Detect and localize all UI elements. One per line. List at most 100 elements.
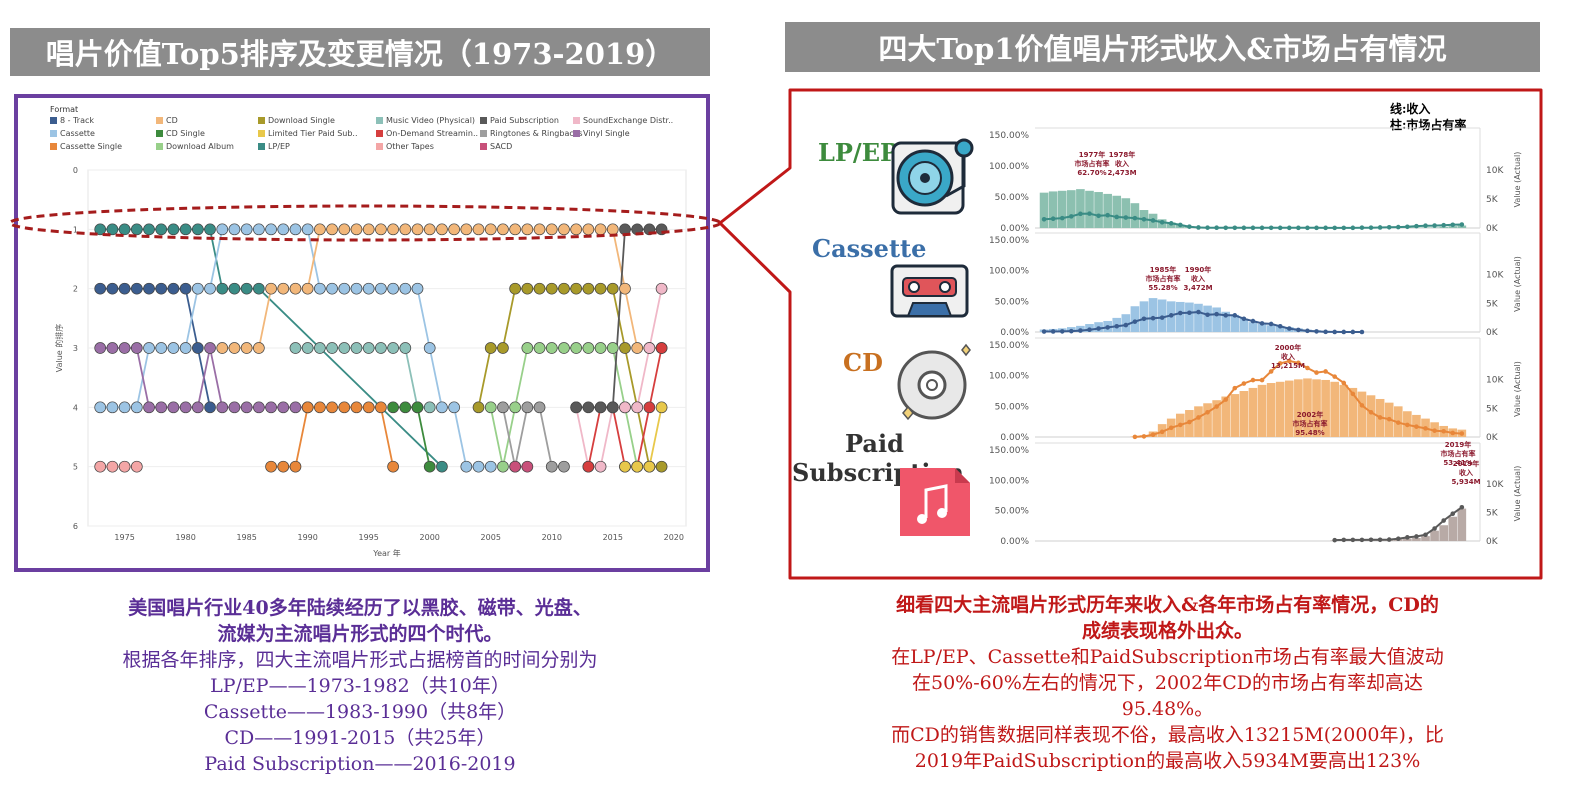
- data-point: [606, 401, 619, 414]
- legend-swatch: [50, 143, 57, 150]
- data-point: [118, 460, 131, 473]
- data-point: [387, 282, 399, 295]
- revenue-point: [1296, 327, 1301, 333]
- share-bar: [1339, 384, 1349, 437]
- data-point: [167, 401, 180, 414]
- data-point: [314, 223, 326, 236]
- right-title: 四大Top1价值唱片形式收入&市场占有情况: [785, 22, 1540, 72]
- data-point: [509, 282, 521, 295]
- data-point: [521, 342, 534, 354]
- share-bar: [1439, 525, 1448, 541]
- data-point: [179, 342, 192, 354]
- legend-item: CD Single: [156, 129, 205, 138]
- revenue-point: [1241, 381, 1247, 386]
- data-point: [326, 401, 338, 414]
- y-right-tick-label: 5K: [1486, 299, 1499, 309]
- revenue-point: [1078, 211, 1083, 217]
- y-tick-label: 6: [73, 522, 78, 531]
- share-bar: [1457, 508, 1467, 541]
- left-caption-line: Cassette——1983-1990（共8年）: [203, 701, 517, 723]
- data-point: [582, 401, 595, 414]
- series-line: [625, 407, 663, 468]
- revenue-point: [1359, 225, 1365, 230]
- share-bar: [1294, 379, 1303, 437]
- data-point: [143, 223, 155, 236]
- revenue-point: [1114, 214, 1120, 220]
- revenue-point: [1386, 416, 1392, 422]
- revenue-line: [1044, 310, 1362, 333]
- legend-label: Cassette: [60, 129, 95, 138]
- revenue-point: [1277, 361, 1283, 366]
- data-point: [191, 342, 204, 354]
- data-point: [338, 342, 351, 354]
- data-point: [167, 342, 180, 354]
- revenue-point: [1323, 329, 1328, 335]
- share-bar: [1448, 226, 1458, 228]
- data-point: [179, 401, 192, 414]
- data-point: [484, 401, 497, 414]
- revenue-point: [1159, 429, 1165, 435]
- y-left-tick-label: 150.00%: [989, 446, 1029, 456]
- rank-chart-panel: Format 8 - Track Cassette Cassette Single C…: [14, 94, 710, 572]
- legend-label: Download Single: [268, 116, 335, 125]
- data-point: [301, 282, 314, 295]
- data-point: [94, 282, 107, 295]
- revenue-point: [1332, 329, 1337, 335]
- revenue-point: [1432, 223, 1437, 228]
- data-point: [265, 401, 277, 414]
- y-left-tick-label: 0.00%: [1000, 224, 1029, 234]
- chart-annotation: 市场占有率: [1293, 419, 1328, 428]
- series-line: [393, 406, 431, 467]
- share-bar: [1348, 387, 1358, 437]
- icon-part: [917, 514, 927, 524]
- right-caption-line: 而CD的销售数据同样表现不俗，最高收入13215M(2000年)，比: [891, 724, 1444, 746]
- data-point: [106, 460, 119, 473]
- share-bar: [1357, 391, 1367, 437]
- revenue-point: [1359, 403, 1365, 408]
- revenue-point: [1377, 415, 1383, 420]
- data-point: [545, 342, 558, 354]
- data-point: [130, 460, 143, 473]
- revenue-point: [1214, 225, 1219, 231]
- data-point: [423, 460, 436, 473]
- chart-annotation: 收入: [1281, 352, 1295, 361]
- data-point: [143, 401, 155, 414]
- revenue-point: [1078, 328, 1083, 333]
- icon-part: [945, 156, 966, 198]
- data-point: [216, 282, 229, 295]
- revenue-point: [1232, 313, 1238, 318]
- callout-frame: [718, 88, 1543, 580]
- data-point: [643, 460, 656, 473]
- revenue-point: [1277, 323, 1283, 329]
- cassette-icon: [890, 264, 969, 318]
- data-point: [387, 342, 399, 354]
- revenue-point: [1341, 380, 1347, 386]
- revenue-point: [1314, 225, 1319, 231]
- y-right-axis-title: Value (Actual): [1513, 466, 1522, 522]
- revenue-point: [1141, 216, 1147, 222]
- legend-title: Format: [50, 105, 79, 114]
- y-left-tick-label: 50.00%: [995, 402, 1030, 412]
- revenue-point: [1087, 327, 1092, 333]
- data-point: [423, 342, 436, 354]
- revenue-point: [1159, 220, 1165, 225]
- share-bar: [1430, 530, 1439, 541]
- share-bar: [1130, 203, 1140, 228]
- data-point: [265, 460, 277, 473]
- data-point: [362, 342, 375, 354]
- data-point: [350, 342, 363, 354]
- legend-item: LP/EP: [258, 142, 290, 151]
- share-bar: [1275, 381, 1285, 437]
- format-label-paid: Paid: [845, 429, 904, 458]
- data-point: [326, 342, 338, 354]
- chart-annotation: 1990年: [1185, 265, 1211, 274]
- revenue-point: [1268, 321, 1274, 327]
- revenue-point: [1150, 432, 1156, 438]
- revenue-point: [1150, 218, 1156, 223]
- share-bar: [1175, 301, 1185, 332]
- data-point: [411, 401, 424, 414]
- revenue-point: [1087, 211, 1092, 216]
- revenue-point: [1368, 409, 1374, 415]
- chart-annotation: 市场占有率: [1075, 159, 1110, 168]
- data-point: [375, 401, 387, 414]
